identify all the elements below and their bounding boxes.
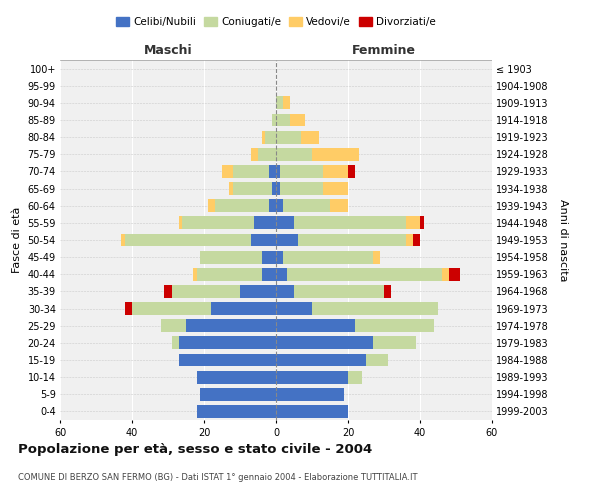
- Text: Femmine: Femmine: [352, 44, 416, 57]
- Bar: [413, 234, 420, 246]
- Bar: [272, 182, 276, 195]
- Bar: [262, 268, 276, 280]
- Bar: [121, 234, 125, 246]
- Bar: [172, 336, 179, 349]
- Bar: [258, 148, 276, 160]
- Bar: [294, 285, 384, 298]
- Bar: [179, 216, 182, 230]
- Bar: [276, 165, 280, 178]
- Bar: [269, 200, 276, 212]
- Bar: [262, 130, 265, 143]
- Bar: [276, 130, 301, 143]
- Bar: [406, 216, 420, 230]
- Bar: [276, 268, 287, 280]
- Bar: [276, 285, 294, 298]
- Bar: [276, 216, 294, 230]
- Bar: [283, 250, 373, 264]
- Bar: [197, 370, 276, 384]
- Bar: [233, 182, 272, 195]
- Bar: [276, 320, 355, 332]
- Bar: [287, 268, 442, 280]
- Bar: [449, 268, 460, 280]
- Bar: [211, 302, 276, 315]
- Bar: [197, 405, 276, 418]
- Bar: [125, 302, 132, 315]
- Bar: [384, 285, 391, 298]
- Y-axis label: Fasce di età: Fasce di età: [12, 207, 22, 273]
- Text: Popolazione per età, sesso e stato civile - 2004: Popolazione per età, sesso e stato civil…: [18, 442, 372, 456]
- Bar: [186, 320, 276, 332]
- Bar: [265, 130, 276, 143]
- Bar: [233, 165, 269, 178]
- Bar: [276, 354, 366, 366]
- Bar: [132, 302, 211, 315]
- Bar: [269, 165, 276, 178]
- Bar: [283, 200, 330, 212]
- Bar: [179, 336, 276, 349]
- Bar: [373, 250, 380, 264]
- Bar: [182, 216, 254, 230]
- Bar: [262, 250, 276, 264]
- Bar: [283, 96, 290, 110]
- Bar: [125, 234, 251, 246]
- Legend: Celibi/Nubili, Coniugati/e, Vedovi/e, Divorziati/e: Celibi/Nubili, Coniugati/e, Vedovi/e, Di…: [112, 12, 440, 32]
- Bar: [193, 268, 197, 280]
- Bar: [200, 250, 262, 264]
- Bar: [406, 234, 413, 246]
- Bar: [348, 370, 362, 384]
- Bar: [172, 285, 240, 298]
- Bar: [276, 234, 298, 246]
- Bar: [240, 285, 276, 298]
- Bar: [222, 165, 233, 178]
- Bar: [254, 216, 276, 230]
- Bar: [355, 320, 434, 332]
- Bar: [276, 336, 373, 349]
- Bar: [215, 200, 269, 212]
- Bar: [323, 182, 348, 195]
- Bar: [420, 216, 424, 230]
- Bar: [373, 336, 416, 349]
- Bar: [290, 114, 305, 126]
- Y-axis label: Anni di nascita: Anni di nascita: [559, 198, 568, 281]
- Bar: [442, 268, 449, 280]
- Bar: [276, 388, 344, 400]
- Bar: [280, 165, 323, 178]
- Text: Maschi: Maschi: [143, 44, 193, 57]
- Bar: [276, 405, 348, 418]
- Bar: [312, 148, 359, 160]
- Bar: [179, 354, 276, 366]
- Bar: [276, 302, 312, 315]
- Bar: [330, 200, 348, 212]
- Bar: [276, 182, 280, 195]
- Bar: [251, 234, 276, 246]
- Bar: [276, 370, 348, 384]
- Bar: [301, 130, 319, 143]
- Bar: [366, 354, 388, 366]
- Bar: [208, 200, 215, 212]
- Bar: [161, 320, 186, 332]
- Bar: [276, 114, 290, 126]
- Bar: [197, 268, 262, 280]
- Bar: [276, 148, 312, 160]
- Bar: [229, 182, 233, 195]
- Bar: [200, 388, 276, 400]
- Bar: [276, 96, 283, 110]
- Bar: [312, 302, 438, 315]
- Bar: [323, 165, 348, 178]
- Bar: [164, 285, 172, 298]
- Bar: [272, 114, 276, 126]
- Bar: [276, 250, 283, 264]
- Bar: [298, 234, 406, 246]
- Text: COMUNE DI BERZO SAN FERMO (BG) - Dati ISTAT 1° gennaio 2004 - Elaborazione TUTTI: COMUNE DI BERZO SAN FERMO (BG) - Dati IS…: [18, 472, 418, 482]
- Bar: [280, 182, 323, 195]
- Bar: [294, 216, 406, 230]
- Bar: [348, 165, 355, 178]
- Bar: [276, 200, 283, 212]
- Bar: [251, 148, 258, 160]
